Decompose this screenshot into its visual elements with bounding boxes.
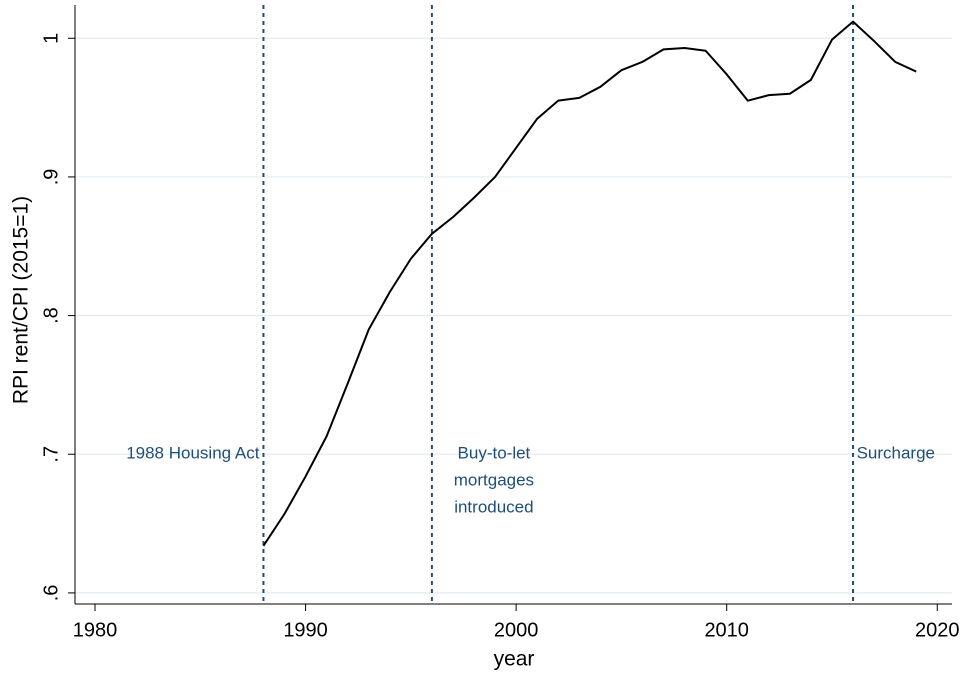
x-axis-title: year [494, 648, 535, 671]
y-axis-title: RPI rent/CPI (2015=1) [10, 196, 33, 404]
annotation: Surcharge [857, 443, 935, 462]
x-tick-label: 1980 [73, 619, 118, 641]
y-tick-label: .9 [40, 169, 62, 186]
x-tick-label: 2020 [915, 619, 960, 641]
y-tick-label: .7 [40, 446, 62, 463]
x-tick-label: 2010 [704, 619, 749, 641]
annotation: mortgages [454, 470, 534, 489]
y-tick-label: .8 [40, 307, 62, 324]
x-tick-label: 2000 [494, 619, 539, 641]
x-tick-label: 1990 [283, 619, 328, 641]
y-tick-label: 1 [40, 33, 62, 44]
annotation: 1988 Housing Act [126, 443, 260, 462]
annotation: introduced [454, 497, 533, 516]
y-tick-label: .6 [40, 585, 62, 602]
annotation: Buy-to-let [458, 443, 531, 462]
data-line [262, 20, 917, 547]
